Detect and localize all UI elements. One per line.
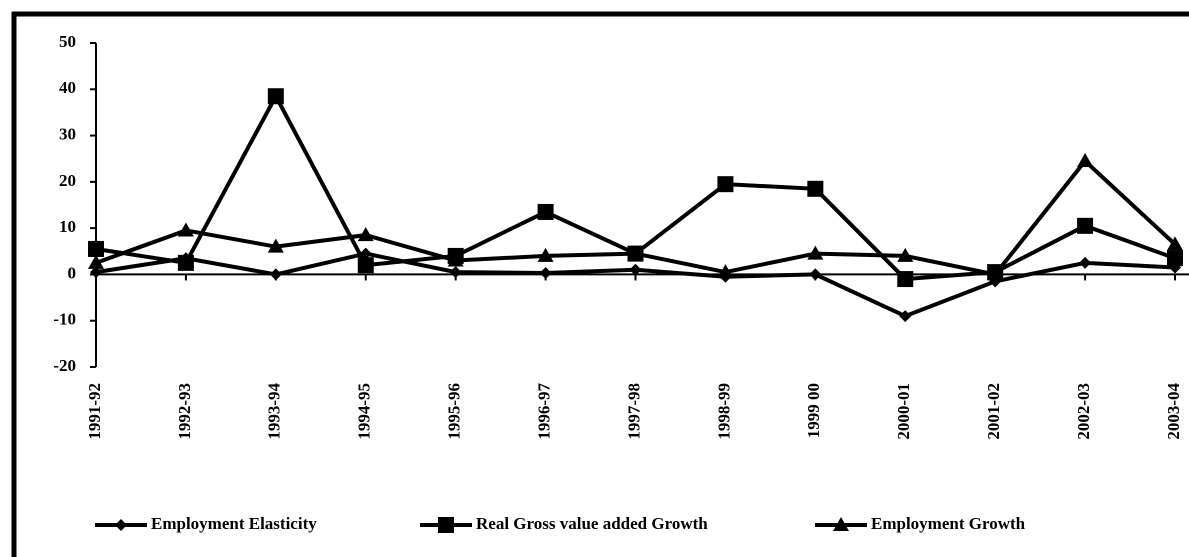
y-tick-label: 0 [68, 263, 77, 282]
legend-marker [115, 519, 127, 531]
data-point [539, 267, 552, 280]
legend-label: Employment Elasticity [151, 514, 317, 533]
y-tick-label: 40 [59, 78, 76, 97]
data-point [267, 238, 284, 253]
legend-marker [438, 517, 454, 533]
x-tick-label: 1999 00 [804, 383, 823, 438]
data-point [267, 88, 284, 105]
y-tick-label: 20 [59, 171, 76, 190]
y-tick-label: -20 [53, 356, 76, 375]
data-point [269, 268, 282, 281]
data-point [537, 247, 554, 262]
data-point [987, 266, 1004, 281]
y-tick-label: 50 [59, 32, 76, 51]
data-point [449, 266, 462, 279]
data-point [1167, 236, 1183, 251]
y-tick-label: 10 [59, 217, 76, 236]
data-point [357, 227, 374, 242]
data-point [897, 247, 914, 262]
data-point [717, 264, 734, 279]
data-point [807, 180, 824, 197]
y-tick-label: -10 [53, 310, 76, 329]
data-point [88, 254, 104, 269]
x-tick-label: 2001-02 [984, 383, 1003, 440]
data-point [447, 252, 464, 267]
x-tick-label: 1993-94 [265, 383, 284, 440]
data-point [1079, 256, 1092, 269]
x-tick-label: 2002-03 [1074, 383, 1093, 440]
data-point [537, 203, 554, 220]
data-point [629, 263, 642, 276]
data-point [177, 254, 194, 271]
data-point [1077, 217, 1094, 234]
x-tick-label: 2000-01 [894, 383, 913, 440]
data-point [177, 222, 194, 237]
data-point [809, 268, 822, 281]
legend-marker [833, 517, 849, 531]
data-point [897, 271, 914, 288]
x-tick-label: 1995-96 [445, 383, 464, 440]
data-point [627, 245, 644, 260]
x-tick-label: 1994-95 [355, 383, 374, 440]
data-point [90, 266, 102, 279]
data-point [1077, 153, 1094, 168]
x-tick-label: 2003-04 [1164, 383, 1183, 440]
y-tick-label: 30 [59, 124, 76, 143]
data-point [88, 240, 104, 257]
data-point [357, 257, 374, 274]
x-tick-label: 1996-97 [534, 383, 553, 440]
legend-label: Employment Growth [871, 514, 1026, 533]
legend-label: Real Gross value added Growth [476, 514, 708, 533]
x-tick-label: 1997-98 [624, 383, 643, 440]
data-point [1167, 250, 1183, 267]
x-tick-label: 1991-92 [85, 383, 104, 440]
data-point [899, 310, 912, 323]
x-tick-label: 1992-93 [175, 383, 194, 440]
data-point [717, 176, 734, 193]
x-tick-label: 1998-99 [714, 383, 733, 440]
data-point [807, 245, 824, 260]
